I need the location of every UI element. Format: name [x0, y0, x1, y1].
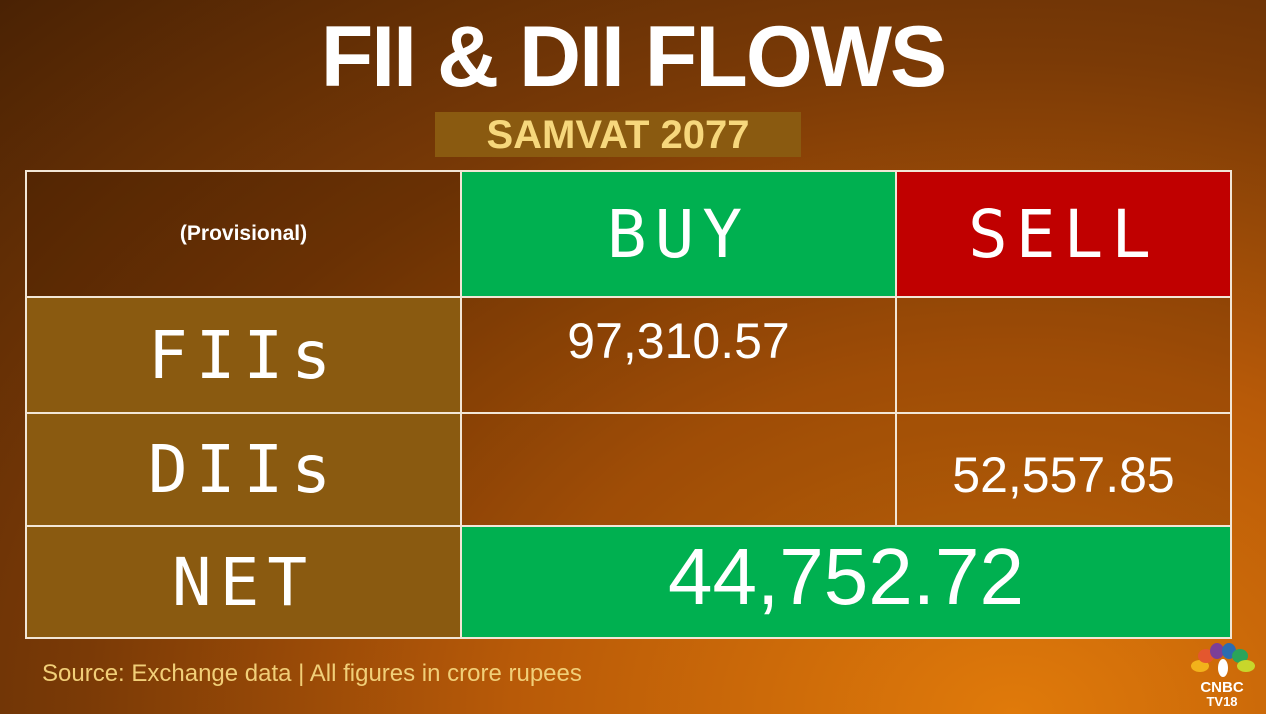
- logo: CNBC TV18: [1191, 643, 1255, 709]
- header-note: (Provisional): [25, 170, 462, 298]
- empty-cell: [895, 296, 1232, 414]
- buy-value: 97,310.57: [460, 296, 897, 414]
- logo-brand: CNBC: [1200, 679, 1243, 696]
- header-buy: BUY: [460, 170, 897, 298]
- sell-value: 52,557.85: [895, 412, 1232, 527]
- empty-cell: [460, 412, 897, 527]
- peacock: [1191, 643, 1255, 677]
- net-value: 44,752.72: [460, 525, 1232, 639]
- row-label: FIIs: [25, 296, 462, 414]
- logo-sub: TV18: [1206, 694, 1237, 709]
- title: FII & DII FLOWS: [320, 9, 948, 105]
- row-label: DIIs: [25, 412, 462, 527]
- subtitle: SAMVAT 2077: [435, 112, 801, 157]
- source-note: Source: Exchange data | All figures in c…: [42, 660, 582, 687]
- header-sell: SELL: [895, 170, 1232, 298]
- net-label: NET: [25, 525, 462, 639]
